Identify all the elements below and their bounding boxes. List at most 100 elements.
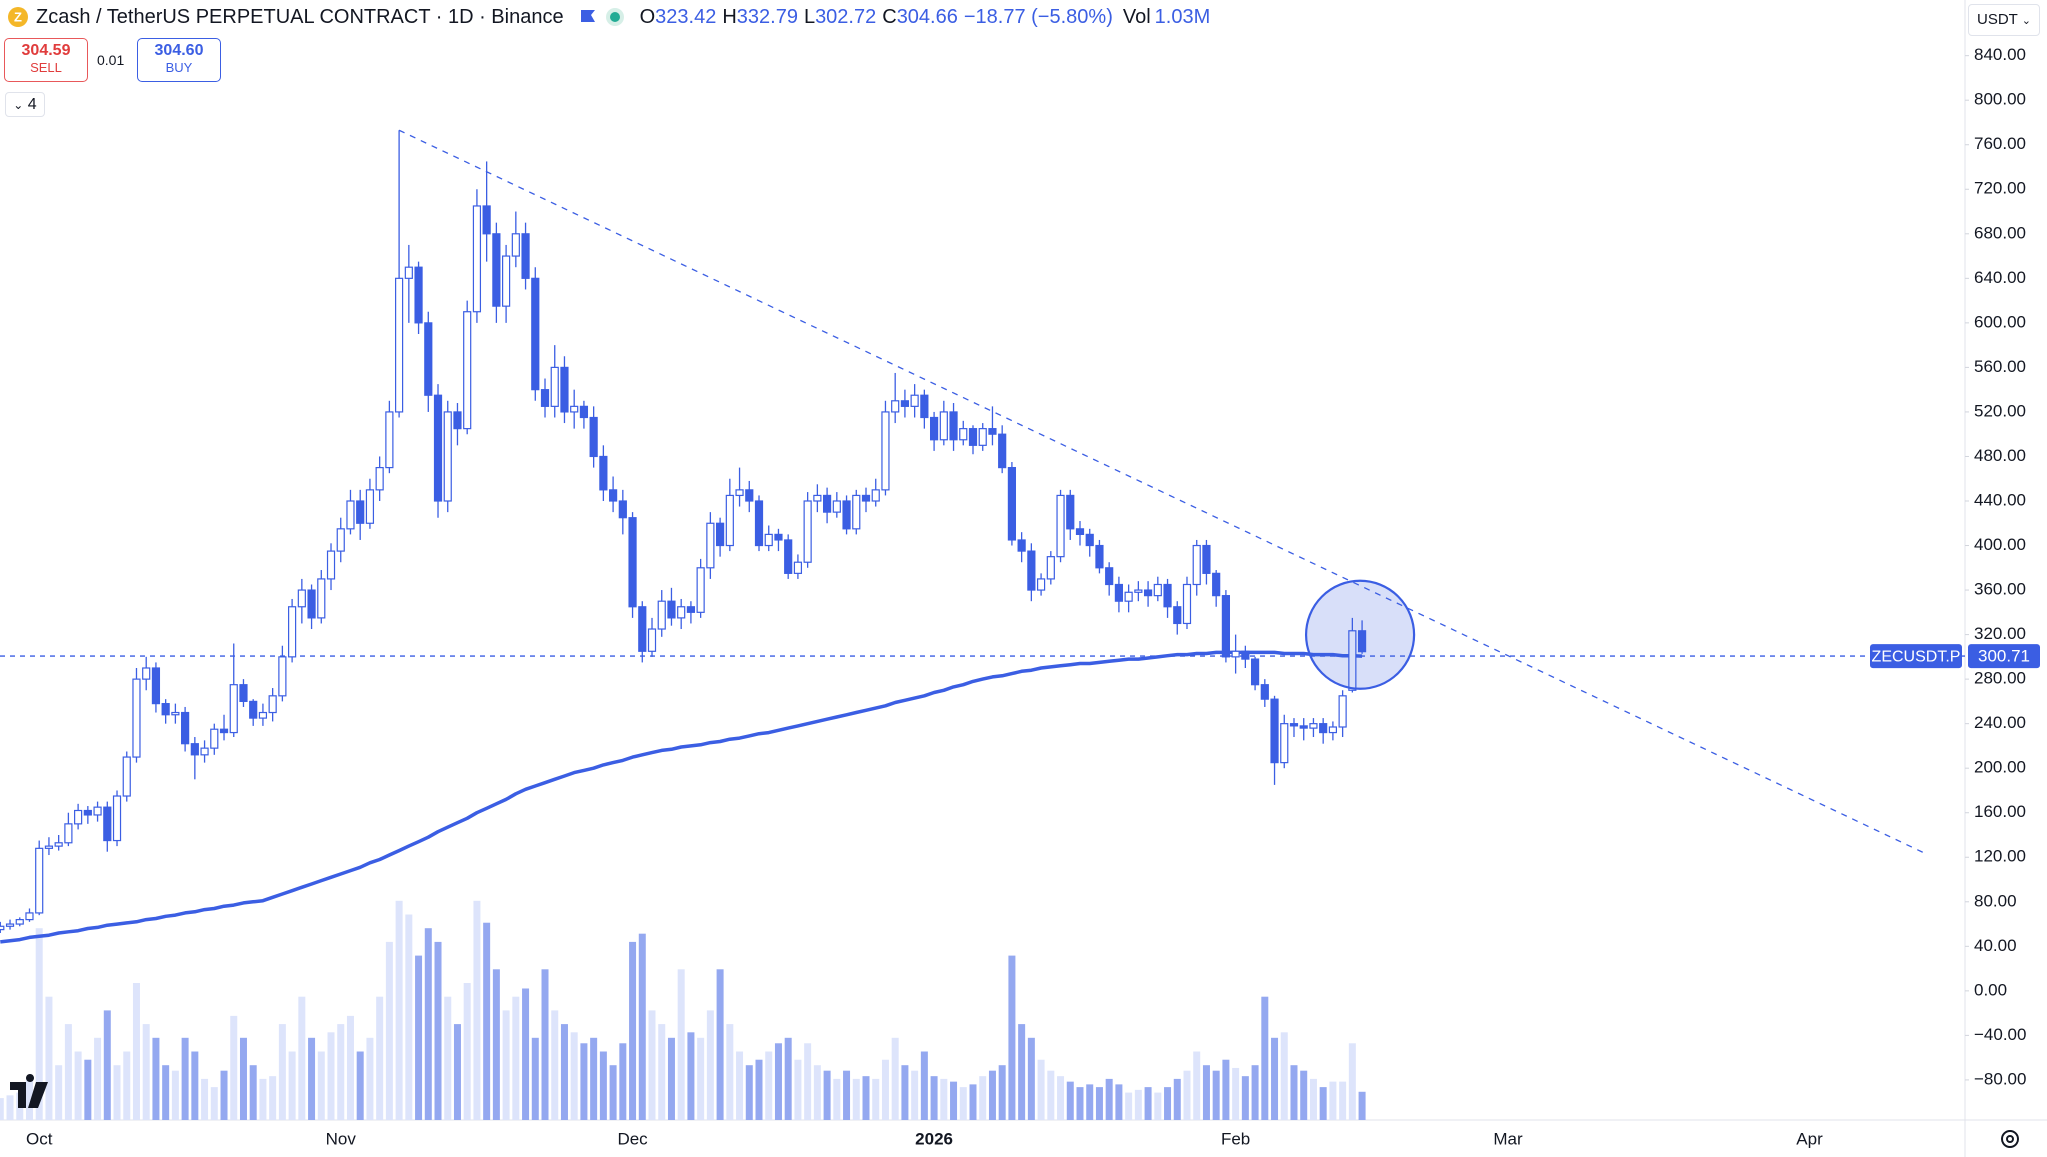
close-value: 304.66 (896, 5, 958, 28)
volume-bar (638, 933, 646, 1120)
candle-body (1105, 567, 1114, 586)
candle-body (1066, 494, 1075, 530)
candle-body (210, 728, 219, 749)
volume-bar (774, 1043, 782, 1120)
candle-body (579, 405, 589, 419)
candle-body (122, 756, 131, 797)
volume-bar (901, 1065, 909, 1120)
candle-body (112, 795, 122, 842)
volume-bar (1027, 1037, 1035, 1120)
volume-bar (473, 900, 481, 1120)
buy-button[interactable]: 304.60 BUY (137, 38, 221, 82)
candle-body (433, 394, 443, 502)
volume-bar (551, 1010, 559, 1120)
flag-icon[interactable] (578, 7, 598, 27)
volume-bar (570, 1032, 578, 1120)
currency-selector[interactable]: USDT ⌄ (1968, 4, 2040, 36)
ohlc-prefix: C (882, 5, 897, 28)
candle-body (589, 416, 598, 458)
volume-bar (1261, 996, 1269, 1120)
volume-bar (1193, 1051, 1201, 1120)
candle-body (609, 489, 618, 502)
candle-body (570, 405, 579, 413)
volume-bar (891, 1037, 899, 1120)
price-label: 300.71 (1978, 647, 2030, 666)
volume-bar (648, 1010, 656, 1120)
volume-bar (1202, 1065, 1210, 1120)
volume-bar (765, 1051, 773, 1120)
ohlc-prefix: L (803, 5, 816, 28)
candle-body (1241, 650, 1250, 660)
x-tick-label: Nov (326, 1129, 357, 1148)
volume-bar (522, 988, 530, 1120)
y-tick-label: 680.00 (1974, 223, 2026, 242)
tradingview-logo (10, 1074, 48, 1108)
volume-bar (492, 969, 500, 1120)
candle-body (1357, 630, 1367, 653)
volume-bar (191, 1051, 199, 1120)
candle-body (1260, 684, 1269, 700)
volume-bar (1309, 1078, 1317, 1120)
candle-body (929, 416, 939, 441)
candle-body (1202, 544, 1211, 574)
ohlc-prefix: O (639, 5, 656, 28)
volume-bar (1125, 1092, 1133, 1120)
candle-body (949, 411, 958, 441)
volume-bar (1105, 1078, 1113, 1120)
volume-bar (804, 1043, 812, 1120)
volume-bar (843, 1070, 851, 1120)
candle-body (502, 255, 511, 307)
candle-body (93, 806, 102, 816)
volume-bar (1232, 1067, 1240, 1120)
candle-body (181, 711, 190, 745)
volume-bar (580, 1043, 588, 1120)
volume-bar (327, 1032, 335, 1120)
candle-body (482, 205, 491, 235)
volume-bar (1008, 955, 1016, 1120)
candle-body (472, 205, 482, 313)
volume-bar (162, 1065, 170, 1120)
candle-body (404, 266, 413, 279)
candle-body (647, 628, 657, 652)
volume-bar (25, 1078, 33, 1120)
candle-body (268, 695, 277, 714)
volume-bar (716, 969, 724, 1120)
y-tick-label: 280.00 (1974, 669, 2026, 688)
candle-body (813, 494, 822, 502)
y-tick-label: 480.00 (1974, 446, 2026, 465)
indicators-toggle[interactable]: ⌄ 4 (5, 92, 45, 117)
spread: 0.01 (97, 52, 125, 68)
volume-pane (0, 900, 1366, 1120)
candle-body (531, 277, 540, 391)
symbol-logo: Z (8, 7, 28, 27)
volume-bar (833, 1078, 841, 1120)
vol-value: 1.03M (1154, 5, 1211, 28)
volume-bar (629, 941, 637, 1120)
candle-body (1134, 589, 1143, 593)
y-tick-label: 80.00 (1974, 891, 2017, 910)
candle-body (998, 433, 1007, 469)
volume-bar (317, 1051, 325, 1120)
candle-body (1231, 650, 1240, 658)
candle-body (822, 494, 832, 513)
candle-body (1075, 528, 1085, 535)
y-tick-label: 120.00 (1974, 847, 2026, 866)
volume-bar (531, 1037, 539, 1120)
candle-body (774, 533, 783, 541)
candle-body (891, 400, 900, 413)
volume-bar (385, 941, 393, 1120)
settings-icon[interactable] (2001, 1130, 2019, 1148)
y-tick-label: −40.00 (1974, 1025, 2026, 1044)
candle-body (745, 489, 754, 502)
x-tick-label: Apr (1796, 1129, 1823, 1148)
candle-body (239, 684, 248, 702)
volume-bar (1358, 1091, 1366, 1120)
volume-bar (697, 1037, 705, 1120)
volume-bar (560, 1024, 568, 1120)
volume-bar (0, 1098, 4, 1120)
sell-button[interactable]: 304.59 SELL (4, 38, 88, 82)
volume-bar (259, 1078, 267, 1120)
candle-body (1007, 466, 1017, 541)
volume-bar (911, 1070, 919, 1120)
volume-bar (959, 1087, 967, 1120)
